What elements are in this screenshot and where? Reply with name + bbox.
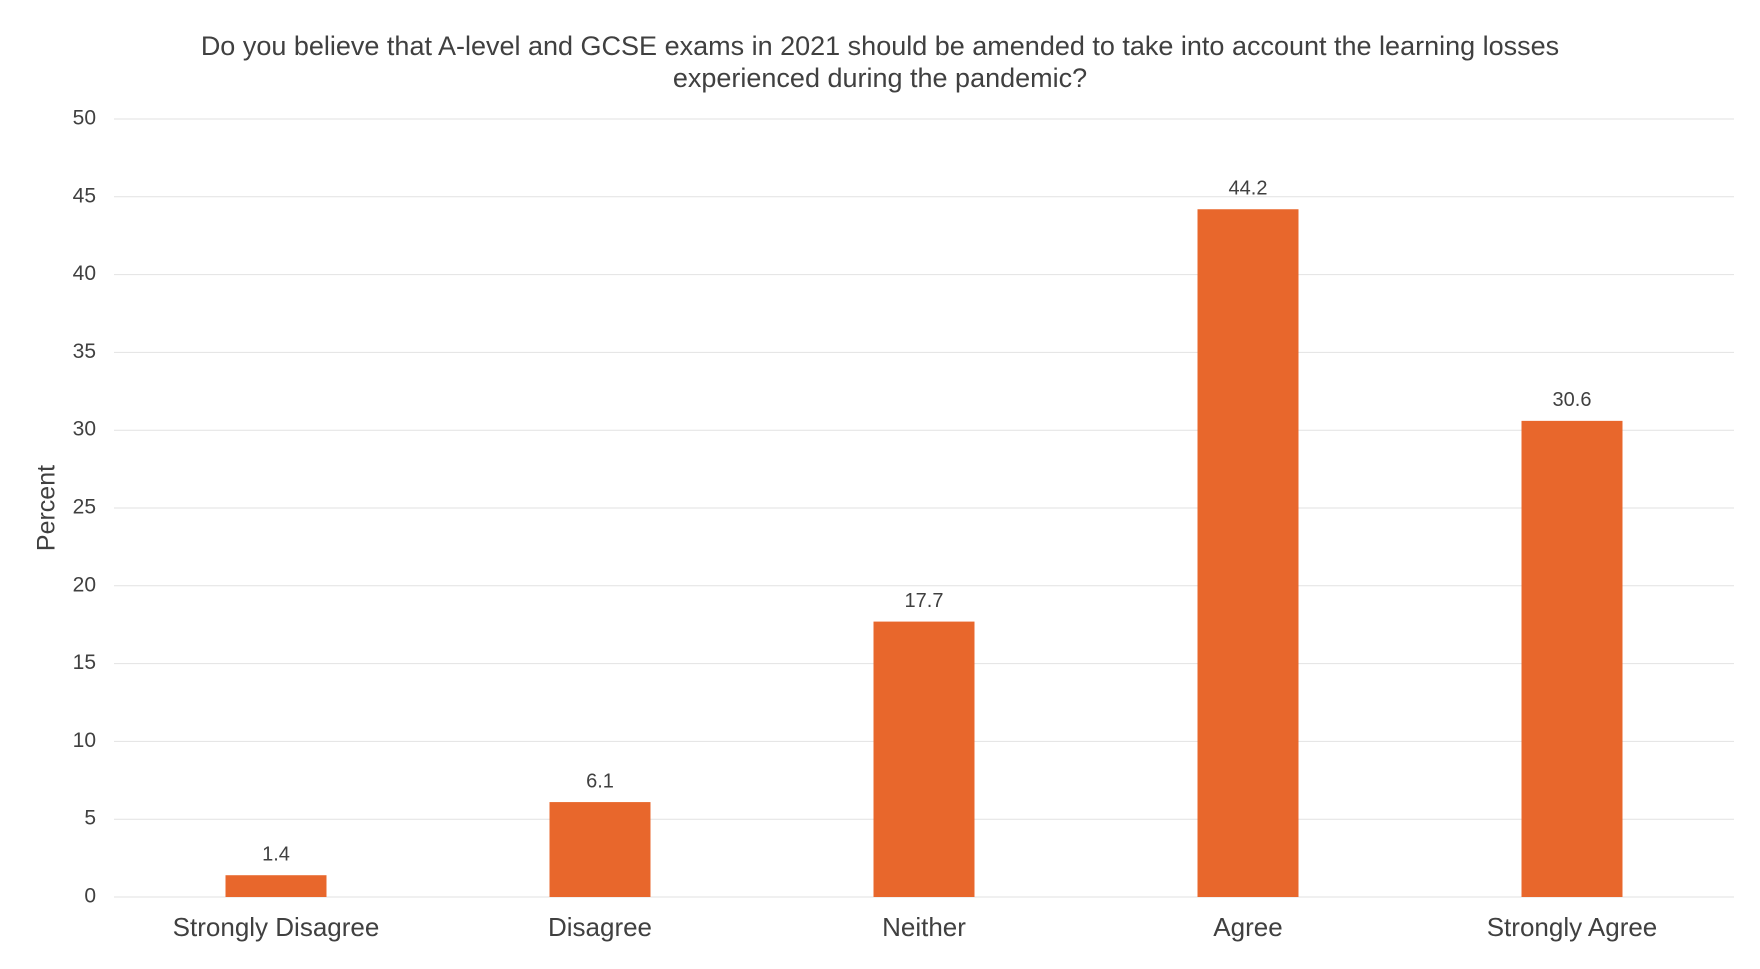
y-tick-label: 50	[73, 107, 96, 130]
data-label: 6.1	[586, 770, 614, 792]
x-tick-label: Disagree	[548, 912, 652, 942]
data-label: 1.4	[262, 843, 290, 865]
bar	[225, 875, 327, 897]
y-tick-label: 30	[73, 418, 96, 441]
bar	[1521, 420, 1623, 897]
y-tick-label: 20	[73, 573, 96, 596]
data-label: 44.2	[1229, 178, 1268, 200]
chart-title: Do you believe that A-level and GCSE exa…	[200, 31, 1560, 93]
y-tick-label: 25	[73, 496, 96, 519]
x-tick-label: Strongly Agree	[1487, 912, 1658, 942]
y-tick-label: 15	[73, 651, 96, 674]
x-tick-label: Strongly Disagree	[173, 912, 380, 942]
bar	[873, 621, 975, 897]
y-tick-label: 40	[73, 262, 96, 285]
y-tick-label: 35	[73, 340, 96, 363]
bar	[549, 802, 651, 897]
bar	[1197, 209, 1299, 898]
y-axis-label: Percent	[33, 465, 61, 551]
y-tick-label: 10	[73, 729, 96, 752]
y-tick-label: 0	[84, 885, 96, 908]
data-label: 17.7	[905, 590, 944, 612]
x-tick-label: Agree	[1213, 912, 1282, 942]
x-tick-label: Neither	[882, 912, 966, 942]
y-tick-label: 5	[84, 807, 96, 830]
y-tick-label: 45	[73, 184, 96, 207]
data-label: 30.6	[1553, 389, 1592, 411]
